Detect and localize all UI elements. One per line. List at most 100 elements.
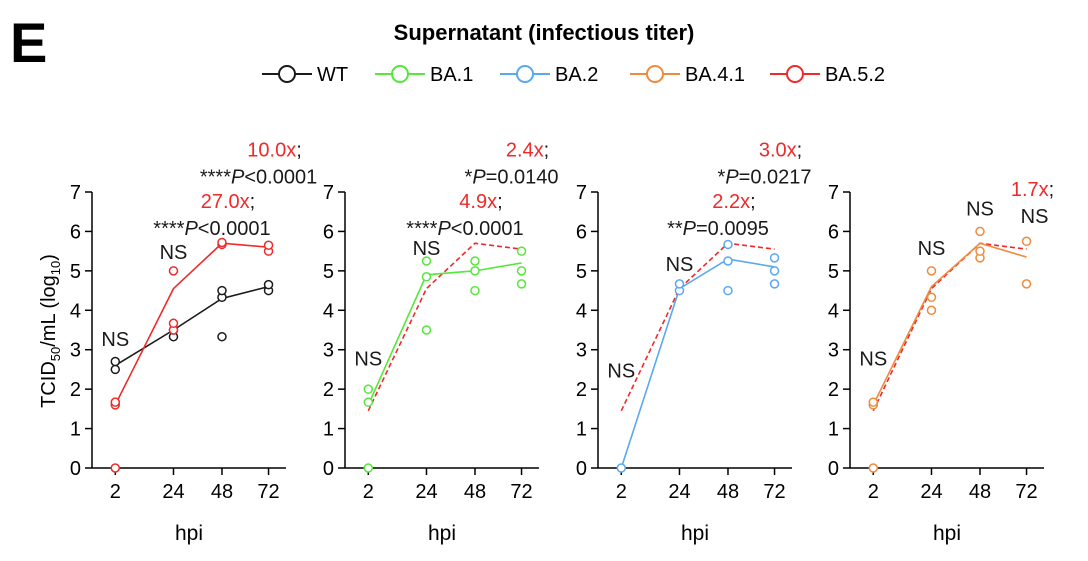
- data-point-wt: [217, 285, 227, 296]
- data-point-ba-5-2: [110, 463, 121, 473]
- ylabel-main: TCID: [38, 361, 60, 408]
- legend: WT BA.1 BA.2 BA.4.1 BA.5.2: [262, 64, 885, 86]
- x-tick-label: 72: [1015, 481, 1037, 503]
- annotation-p-value: NS: [1021, 206, 1049, 228]
- fold-change-separator: ;: [1049, 179, 1055, 201]
- x-tick-label: 24: [415, 481, 437, 503]
- annotation-p-value: *P=0.0217: [718, 167, 812, 189]
- y-tick-label: 6: [576, 221, 587, 243]
- p-value-part: <0.0001: [451, 218, 524, 240]
- p-value-part: ****: [406, 218, 437, 240]
- y-tick-label: 5: [323, 261, 334, 283]
- fold-change-value: 2.4x: [506, 140, 544, 162]
- x-tick-label: 72: [763, 481, 785, 503]
- legend-marker: [516, 65, 534, 83]
- series-line-ba-2: [620, 258, 775, 469]
- ylabel-mid: /mL (log: [38, 275, 60, 347]
- annotation-ns: NS: [413, 238, 441, 260]
- data-point-ba-5-2: [168, 318, 179, 329]
- legend-label: BA.4.1: [685, 64, 745, 86]
- x-tick-label: 24: [162, 481, 184, 503]
- x-tick-label: 24: [668, 481, 690, 503]
- annotation-ns: NS: [354, 348, 382, 370]
- data-point-ba-4-1: [975, 246, 985, 256]
- data-point-ba-2: [769, 279, 780, 289]
- data-point-ba-4-1: [975, 226, 985, 237]
- fold-change-value: 10.0x: [247, 140, 296, 162]
- y-tick-label: 4: [70, 300, 81, 322]
- fold-change-value: 27.0x: [201, 191, 250, 213]
- data-point-ba-4-1: [1021, 236, 1032, 247]
- x-tick-label: 48: [211, 481, 233, 503]
- series-line-wt: [114, 285, 269, 367]
- data-point-ba-5-2: [263, 240, 274, 250]
- annotation-p-value: ****P<0.0001: [153, 218, 270, 240]
- y-tick-label: 3: [70, 340, 81, 362]
- annotation-ns: NS: [966, 199, 994, 221]
- data-point-ba-1: [516, 246, 527, 256]
- y-tick-label: 1: [576, 419, 587, 441]
- data-point-ba-2: [769, 253, 780, 263]
- y-tick-label: 6: [70, 221, 81, 243]
- y-tick-label: 0: [576, 458, 587, 480]
- fold-change-separator: ;: [250, 191, 256, 213]
- annotation-ns: NS: [859, 348, 887, 370]
- data-point-ba-5-2: [217, 237, 227, 248]
- data-point-ba-1: [470, 266, 480, 276]
- x-axis-label: hpi: [175, 522, 203, 545]
- y-tick-label: 4: [323, 300, 334, 322]
- fold-change-value: 4.9x: [459, 191, 497, 213]
- legend-item-ba-2: BA.2: [500, 64, 598, 86]
- p-value-part: *: [718, 167, 726, 189]
- legend-marker: [646, 65, 664, 83]
- legend-item-ba-1: BA.1: [375, 64, 473, 86]
- y-tick-label: 2: [323, 379, 334, 401]
- data-point-ba-1: [363, 397, 374, 407]
- x-tick-label: 72: [257, 481, 279, 503]
- p-value-part: ****: [200, 167, 231, 189]
- p-value-part: P: [231, 167, 245, 189]
- series-line-ba-5-2: [367, 242, 522, 412]
- annotation-ns: NS: [918, 238, 946, 260]
- x-tick-label: 2: [110, 481, 121, 503]
- legend-marker: [391, 65, 409, 83]
- x-tick-label: 2: [363, 481, 374, 503]
- y-tick-label: 7: [828, 182, 839, 204]
- x-axis-label: hpi: [933, 522, 961, 545]
- x-axis-label: hpi: [681, 522, 709, 545]
- series-line-ba-5-2: [872, 242, 1027, 412]
- data-point-wt: [110, 364, 121, 375]
- series-line-ba-5-2: [620, 242, 775, 412]
- legend-label: BA.1: [430, 64, 473, 86]
- p-value-part: P: [437, 218, 451, 240]
- p-value-part: ****: [153, 218, 184, 240]
- y-tick-label: 2: [70, 379, 81, 401]
- data-point-ba-4-1: [926, 266, 937, 276]
- annotation-p-value: ****P<0.0001: [406, 218, 523, 240]
- p-value-part: NS: [1021, 206, 1049, 228]
- p-value-part: **: [667, 218, 683, 240]
- fold-change-separator: ;: [544, 140, 550, 162]
- y-tick-label: 0: [323, 458, 334, 480]
- annotation-ns: NS: [160, 242, 188, 264]
- legend-item-ba-4-1: BA.4.1: [630, 64, 745, 86]
- fold-change-separator: ;: [750, 191, 756, 213]
- legend-item-wt: WT: [262, 64, 348, 86]
- x-tick-label: 48: [464, 481, 486, 503]
- fold-change-value: 2.2x: [712, 191, 750, 213]
- data-point-ba-2: [769, 266, 780, 276]
- legend-label: BA.5.2: [825, 64, 885, 86]
- data-point-ba-2: [616, 463, 627, 473]
- data-point-ba-1: [363, 463, 374, 473]
- x-tick-label: 48: [717, 481, 739, 503]
- y-tick-label: 4: [576, 300, 587, 322]
- data-point-ba-1: [516, 279, 527, 289]
- figure-title: Supernatant (infectious titer): [394, 20, 695, 45]
- data-point-ba-1: [421, 256, 432, 266]
- legend-marker: [278, 65, 296, 83]
- p-value-part: <0.0001: [244, 167, 317, 189]
- y-tick-label: 6: [323, 221, 334, 243]
